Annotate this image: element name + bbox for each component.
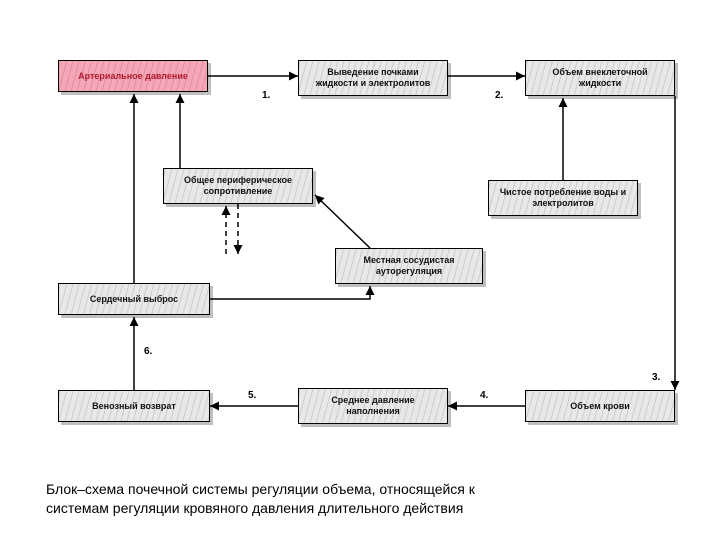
edge-label-4: 4. (480, 390, 488, 401)
node-label: Местная сосудистая ауторегуляция (342, 255, 476, 277)
node-cardiac-output: Сердечный выброс (58, 283, 210, 315)
edge-label-5: 5. (248, 390, 256, 401)
caption-line-2: системам регуляции кровяного давления дл… (46, 500, 463, 516)
figure-caption: Блок–схема почечной системы регуляции об… (46, 480, 646, 518)
node-filling-pressure: Среднее давление наполнения (298, 388, 448, 424)
edge-label-1: 1. (262, 90, 270, 101)
node-label: Выведение почками жидкости и электролито… (305, 67, 441, 89)
node-arterial-pressure: Артериальное давление (58, 60, 208, 92)
node-label: Артериальное давление (78, 71, 188, 82)
edge-label-2: 2. (495, 90, 503, 101)
node-label: Среднее давление наполнения (305, 395, 441, 417)
node-label: Чистое потребление воды и электролитов (495, 187, 631, 209)
caption-line-1: Блок–схема почечной системы регуляции об… (46, 481, 475, 497)
node-renal-output: Выведение почками жидкости и электролито… (298, 60, 448, 96)
edge-label-3: 3. (652, 372, 660, 383)
node-autoregulation: Местная сосудистая ауторегуляция (335, 248, 483, 284)
node-tpr: Общее периферическое сопротивление (163, 168, 313, 204)
node-label: Объем внеклеточной жидкости (532, 67, 668, 89)
node-intake: Чистое потребление воды и электролитов (488, 180, 638, 216)
node-ecf-volume: Объем внеклеточной жидкости (525, 60, 675, 96)
node-label: Венозный возврат (92, 401, 176, 412)
edge-label-6: 6. (144, 346, 152, 357)
node-label: Объем крови (570, 401, 630, 412)
node-label: Сердечный выброс (90, 294, 178, 305)
node-label: Общее периферическое сопротивление (170, 175, 306, 197)
node-blood-volume: Объем крови (525, 390, 675, 422)
node-venous-return: Венозный возврат (58, 390, 210, 422)
